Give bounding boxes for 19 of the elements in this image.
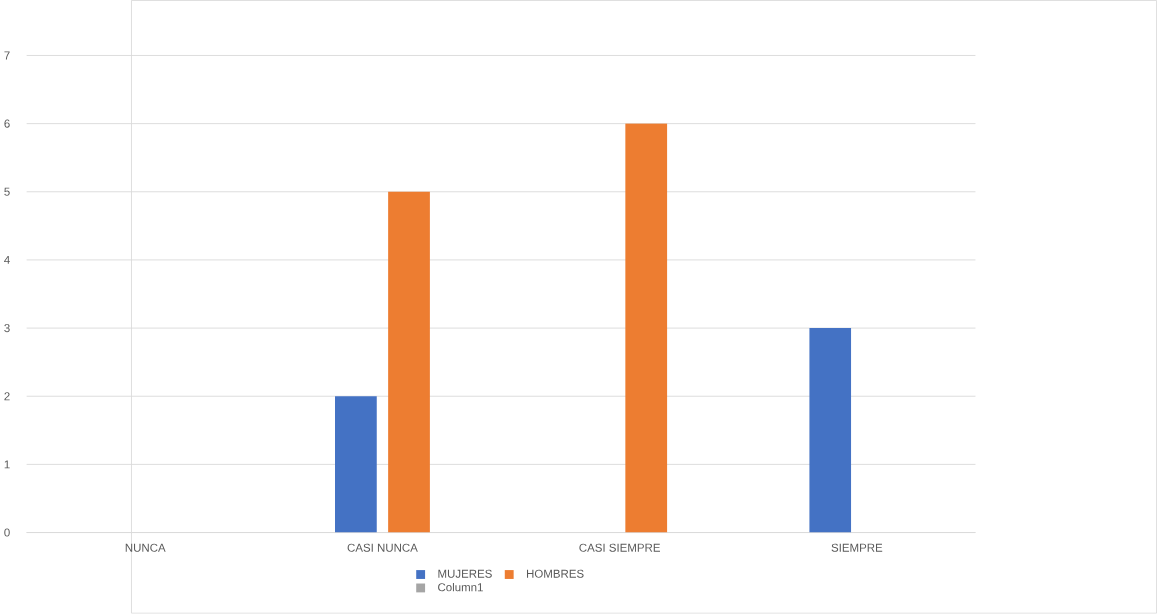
x-tick-label: CASI NUNCA	[347, 543, 418, 552]
legend-label: MUJERES	[438, 569, 492, 578]
bar	[809, 328, 852, 533]
y-tick-label: 0	[4, 528, 10, 537]
bar	[335, 396, 377, 533]
y-tick-label: 3	[4, 324, 10, 333]
y-tick-label: 5	[4, 187, 10, 196]
bar	[625, 123, 668, 533]
y-tick-label: 1	[4, 460, 10, 469]
legend-label: HOMBRES	[526, 569, 584, 578]
x-tick-label: CASI SIEMPRE	[579, 543, 660, 552]
y-tick-label: 2	[4, 392, 10, 401]
bar	[388, 191, 430, 533]
legend-label: Column1	[438, 583, 483, 592]
x-tick-label: SIEMPRE	[831, 543, 883, 552]
y-tick-label: 4	[4, 256, 10, 265]
y-tick-label: 6	[4, 119, 10, 128]
y-tick-label: 7	[4, 51, 10, 60]
x-tick-label: NUNCA	[125, 543, 166, 552]
